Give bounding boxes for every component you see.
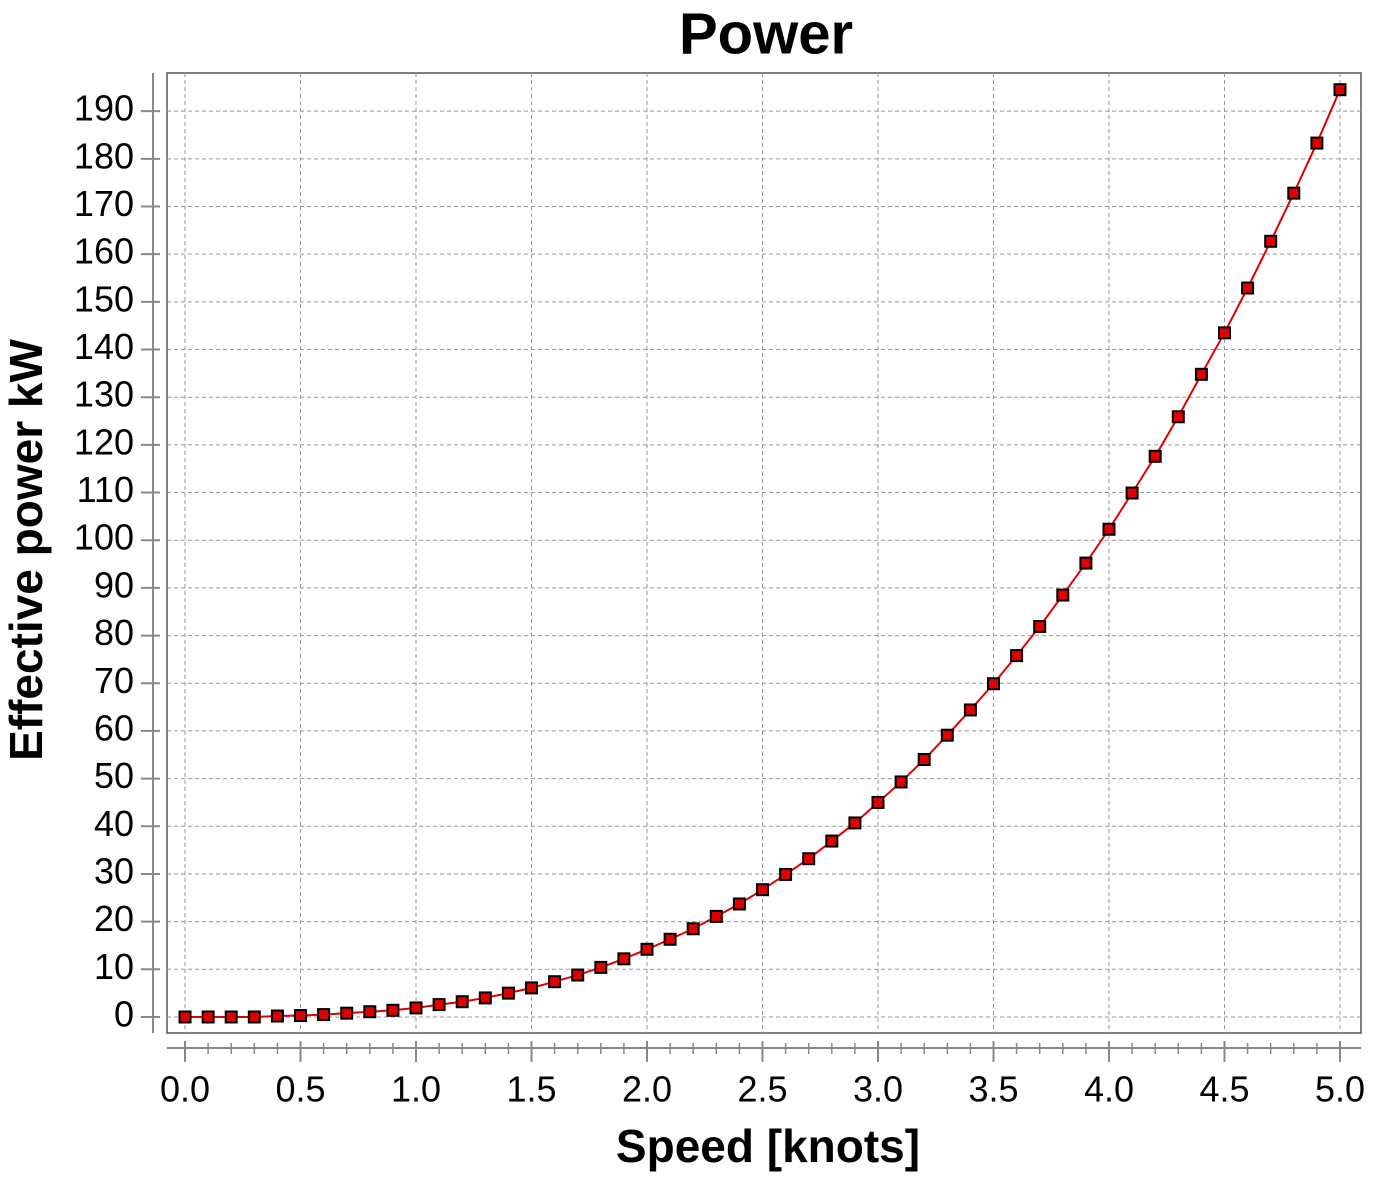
y-tick-label: 140 [74,326,134,367]
chart-title: Power [679,1,853,66]
x-tick-label: 0.5 [275,1069,325,1110]
marker [894,775,908,789]
y-tick-label: 10 [94,946,134,987]
marker [594,960,608,974]
marker [617,952,631,966]
marker [201,1010,215,1024]
marker [478,991,492,1005]
marker [247,1010,261,1024]
y-tick-label: 30 [94,850,134,891]
y-tick-label: 120 [74,421,134,462]
x-tick-label: 2.0 [622,1069,672,1110]
y-tick-label: 20 [94,898,134,939]
marker [1310,136,1324,150]
x-tick-label: 4.5 [1199,1069,1249,1110]
marker [686,922,700,936]
y-tick-label: 0 [114,993,134,1034]
marker [455,995,469,1009]
marker [386,1003,400,1017]
x-tick-label: 3.5 [968,1069,1018,1110]
y-tick-label: 60 [94,707,134,748]
x-axis-label: Speed [knots] [616,1120,920,1172]
marker [802,852,816,866]
marker [571,968,585,982]
x-tick-label: 5.0 [1315,1069,1365,1110]
marker [663,932,677,946]
marker [294,1009,308,1023]
marker [224,1010,238,1024]
y-tick-label: 160 [74,231,134,272]
marker [1056,588,1070,602]
plot-frame [166,72,1362,1034]
marker [779,867,793,881]
marker [1217,326,1231,340]
marker [501,986,515,1000]
y-axis-label: Effective power kW [0,339,52,761]
x-tick-label: 0.0 [160,1069,210,1110]
marker [1264,234,1278,248]
marker [270,1009,284,1023]
y-tick-label: 80 [94,612,134,653]
marker [709,909,723,923]
marker [755,883,769,897]
marker [1079,556,1093,570]
marker [917,753,931,767]
marker [1033,620,1047,634]
y-tick-label: 70 [94,660,134,701]
marker [825,834,839,848]
marker [1148,449,1162,463]
y-tick-label: 100 [74,517,134,558]
marker [986,677,1000,691]
marker [732,897,746,911]
marker [317,1008,331,1022]
marker [640,942,654,956]
marker [1010,649,1024,663]
marker [340,1006,354,1020]
y-tick-label: 150 [74,278,134,319]
y-tick-label: 130 [74,374,134,415]
x-tick-label: 1.0 [391,1069,441,1110]
marker [363,1005,377,1019]
marker [525,981,539,995]
marker [1102,522,1116,536]
y-tick-label: 50 [94,755,134,796]
marker [1333,83,1347,97]
y-tick-label: 40 [94,803,134,844]
marker [848,816,862,830]
marker [1241,281,1255,295]
y-tick-label: 180 [74,135,134,176]
x-tick-label: 2.5 [737,1069,787,1110]
y-tick-label: 190 [74,88,134,129]
marker [178,1010,192,1024]
marker [871,795,885,809]
marker [548,975,562,989]
marker [1194,367,1208,381]
marker [1171,410,1185,424]
marker [409,1001,423,1015]
x-tick-label: 3.0 [853,1069,903,1110]
x-tick-label: 4.0 [1084,1069,1134,1110]
marker [432,998,446,1012]
y-tick-label: 110 [77,469,134,510]
marker [1287,186,1301,200]
marker [1125,486,1139,500]
x-tick-label: 1.5 [506,1069,556,1110]
y-tick-label: 90 [94,564,134,605]
marker [940,728,954,742]
y-tick-label: 170 [74,183,134,224]
marker [963,703,977,717]
